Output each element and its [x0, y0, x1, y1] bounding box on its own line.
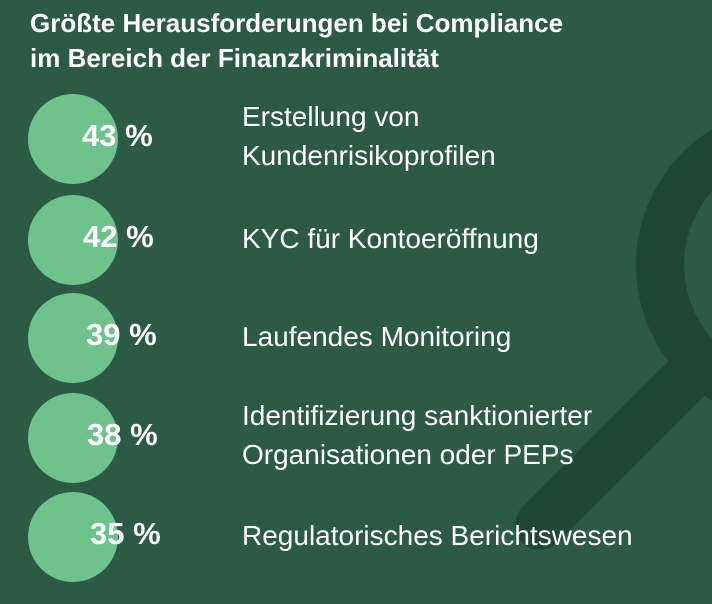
category-label: Regulatorisches Berichtswesen: [242, 516, 633, 555]
value-label: 38 %: [87, 417, 158, 452]
category-label-line: Erstellung von: [242, 101, 420, 132]
value-label: 39 %: [86, 317, 157, 352]
value-bubble: [28, 94, 118, 184]
value-bubble: [28, 195, 118, 285]
chart-title-line-1: Größte Herausforderungen bei Compliance: [30, 8, 564, 38]
category-label-line: Laufendes Monitoring: [242, 321, 512, 352]
value-bubble: [28, 293, 118, 383]
category-label-line: KYC für Kontoeröffnung: [242, 223, 539, 254]
value-bubble: [28, 393, 118, 483]
category-label-line: Organisationen oder PEPs: [242, 439, 574, 470]
challenge-row: 35 % Regulatorisches Berichtswesen: [0, 492, 712, 582]
value-label: 43 %: [82, 118, 153, 153]
category-label-line: Kundenrisikoprofilen: [242, 140, 496, 171]
challenge-row: 43 % Erstellung von Kundenrisikoprofilen: [0, 94, 712, 184]
category-label: Laufendes Monitoring: [242, 317, 511, 356]
challenge-row: 42 % KYC für Kontoeröffnung: [0, 195, 712, 285]
chart-title: Größte Herausforderungen bei Compliance …: [30, 6, 690, 76]
chart-title-line-2: im Bereich der Finanzkriminalität: [30, 43, 439, 73]
category-label-line: Regulatorisches Berichtswesen: [242, 520, 633, 551]
challenge-row: 39 % Laufendes Monitoring: [0, 293, 712, 383]
category-label: Erstellung von Kundenrisikoprofilen: [242, 97, 496, 175]
category-label: Identifizierung sanktionierter Organisati…: [242, 396, 592, 474]
value-label: 35 %: [90, 516, 161, 551]
challenge-row: 38 % Identifizierung sanktionierter Organi…: [0, 393, 712, 483]
value-bubble: [28, 492, 118, 582]
category-label: KYC für Kontoeröffnung: [242, 219, 539, 258]
category-label-line: Identifizierung sanktionierter: [242, 400, 593, 431]
value-label: 42 %: [83, 219, 154, 254]
